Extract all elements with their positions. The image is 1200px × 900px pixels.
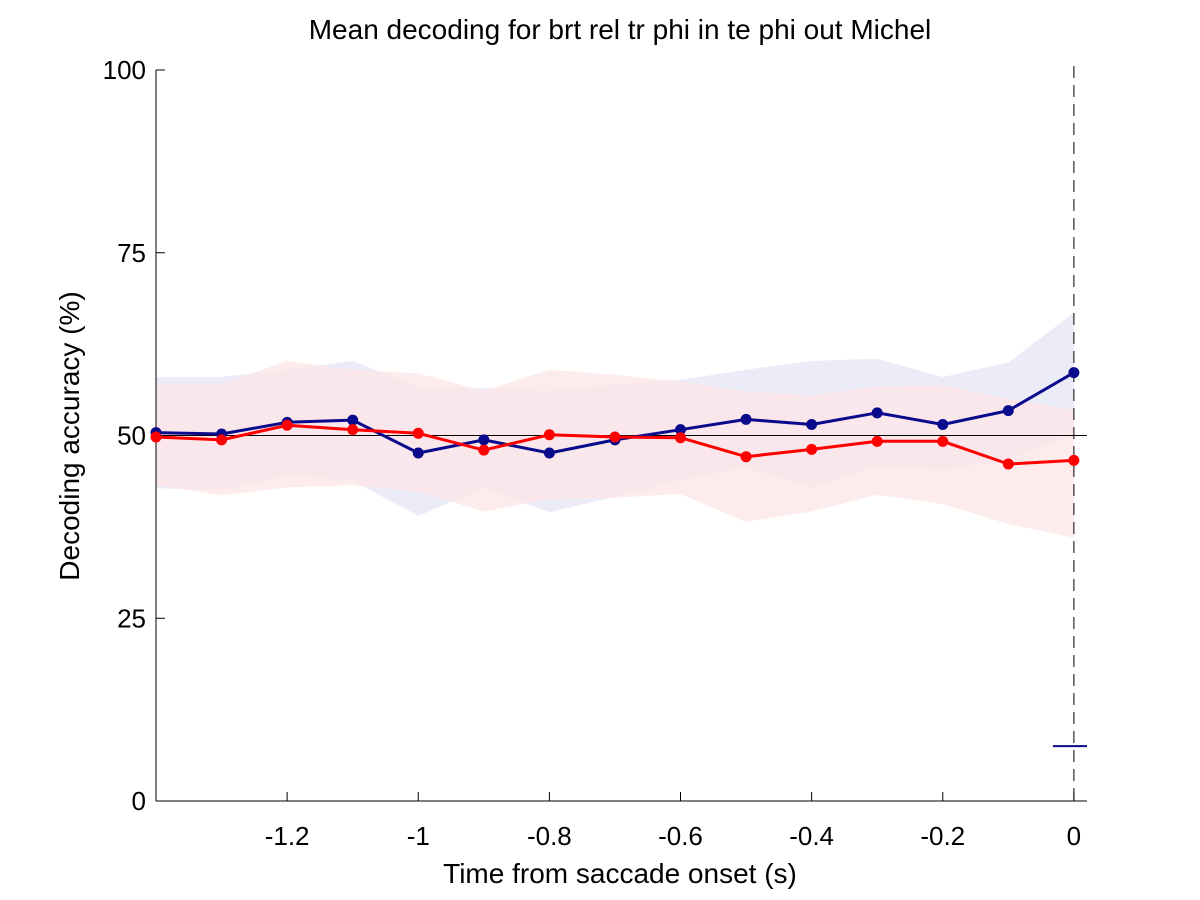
x-tick-label: 0	[1067, 821, 1081, 851]
confidence-band-2	[156, 360, 1074, 538]
y-tick-label: 100	[103, 55, 146, 85]
y-tick-label: 0	[132, 786, 146, 816]
series-2-point	[806, 443, 818, 455]
series-2-point	[1068, 454, 1080, 466]
series-2-point	[740, 451, 752, 463]
series-2-point	[478, 444, 490, 456]
x-tick-label: -0.8	[527, 821, 572, 851]
series-1-point	[1002, 405, 1014, 417]
series-2-point	[543, 429, 555, 441]
x-tick-label: -1.2	[265, 821, 310, 851]
series-2-point	[281, 419, 293, 431]
y-tick-label: 75	[117, 238, 146, 268]
series-2-point	[150, 431, 162, 443]
series-1-point	[740, 413, 752, 425]
series-1-point	[543, 447, 555, 459]
series-1-point	[347, 414, 359, 426]
series-2-point	[412, 427, 424, 439]
series-1-point	[412, 447, 424, 459]
chart-title: Mean decoding for brt rel tr phi in te p…	[309, 14, 932, 45]
series-2-point	[937, 435, 949, 447]
series-2-point	[347, 424, 359, 436]
series-2-point	[675, 432, 687, 444]
x-tick-label: -0.2	[920, 821, 965, 851]
series-1-point	[806, 419, 818, 431]
x-tick-label: -1	[407, 821, 430, 851]
x-tick-label: -0.4	[789, 821, 834, 851]
y-axis-label: Decoding accuracy (%)	[54, 291, 85, 580]
series-1-point	[871, 407, 883, 419]
y-tick-label: 25	[117, 603, 146, 633]
series-1-point	[478, 434, 490, 446]
series-2-point	[609, 431, 621, 443]
series-2-point	[871, 435, 883, 447]
x-axis-label: Time from saccade onset (s)	[443, 858, 797, 889]
series-2-point	[1002, 458, 1014, 470]
x-tick-label: -0.6	[658, 821, 703, 851]
series-2-point	[216, 434, 228, 446]
y-tick-label: 50	[117, 421, 146, 451]
series-1-point	[937, 419, 949, 431]
series-1-point	[1068, 367, 1080, 379]
